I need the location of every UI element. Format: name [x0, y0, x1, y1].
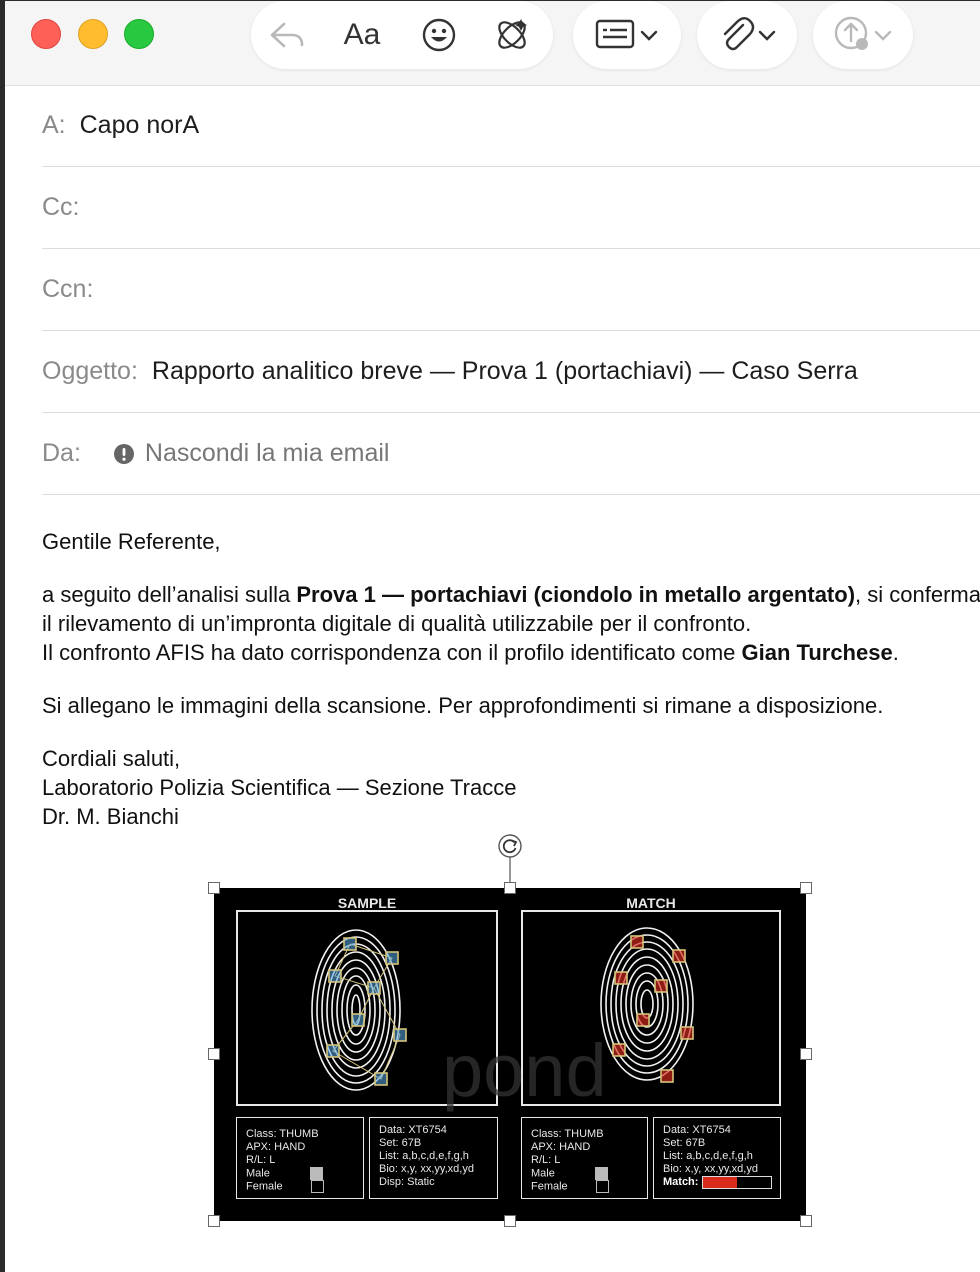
cc-label: Cc:: [42, 193, 80, 221]
paragraph-3: Si allegano le immagini della scansione.…: [42, 693, 884, 718]
header-fields-group: [573, 1, 681, 69]
minimize-window-button[interactable]: [78, 19, 108, 49]
from-label: Da:: [42, 439, 81, 467]
toolbar: Aa: [5, 1, 980, 86]
resize-handle-right[interactable]: [800, 1048, 812, 1060]
resize-handle-top-right[interactable]: [800, 882, 812, 894]
header-fields-icon: [595, 19, 635, 49]
resize-handle-bottom[interactable]: [504, 1215, 516, 1227]
to-value[interactable]: Capo norA: [79, 111, 200, 139]
message-body[interactable]: Gentile Referente, a seguito dell’analis…: [42, 527, 980, 831]
sample-info-box: Class: THUMB APX: HAND R/L: L Male Femal…: [236, 1117, 364, 1199]
sample-panel: [236, 910, 498, 1106]
signature-line-2: Dr. M. Bianchi: [42, 804, 179, 829]
format-text-icon: Aa: [343, 18, 381, 51]
match-fingerprint: [600, 927, 694, 1083]
cc-field[interactable]: Cc:: [42, 167, 980, 249]
match-bar-fill: [703, 1177, 738, 1188]
send-group: [813, 1, 913, 69]
greeting: Gentile Referente,: [42, 529, 221, 554]
chevron-down-icon: [640, 30, 658, 41]
bcc-label: Ccn:: [42, 275, 94, 303]
match-title: MATCH: [626, 895, 676, 911]
sample-fingerprint: [311, 929, 407, 1091]
attachment-button[interactable]: [697, 9, 797, 61]
resize-handle-top-left[interactable]: [208, 882, 220, 894]
emoji-button[interactable]: [401, 9, 477, 61]
closing: Cordiali saluti,: [42, 746, 181, 771]
match-panel: [521, 910, 781, 1106]
to-field[interactable]: A: Capo norA: [42, 85, 980, 167]
attachment-icon: [723, 17, 755, 51]
info-icon: [113, 443, 134, 464]
match-data-box: Data: XT6754 Set: 67B List: a,b,c,d,e,f,…: [653, 1117, 781, 1199]
header-fields-button[interactable]: [573, 9, 681, 61]
chevron-down-icon: [874, 30, 892, 41]
bcc-field[interactable]: Ccn:: [42, 249, 980, 331]
match-info-box: Class: THUMB APX: HAND R/L: L Male Femal…: [521, 1117, 648, 1199]
close-window-button[interactable]: [31, 19, 61, 49]
resize-handle-left[interactable]: [208, 1048, 220, 1060]
chevron-down-icon: [758, 30, 776, 41]
male-checkbox: [309, 1167, 323, 1180]
paragraph-2: Il confronto AFIS ha dato corrispondenza…: [42, 640, 899, 665]
send-button[interactable]: [813, 9, 913, 61]
reply-button[interactable]: [251, 9, 323, 61]
from-value[interactable]: Nascondi la mia email: [144, 439, 390, 467]
reply-icon: [270, 22, 304, 48]
to-label: A:: [42, 111, 66, 139]
female-checkbox: [310, 1180, 324, 1194]
format-text-button[interactable]: Aa: [323, 9, 401, 61]
attachment-group: [697, 1, 797, 69]
sample-title: SAMPLE: [337, 895, 397, 911]
fingerprint-attachment[interactable]: SAMPLE MATCH: [214, 888, 806, 1221]
subject-value[interactable]: Rapporto analitico breve — Prova 1 (port…: [151, 357, 858, 385]
resize-handle-top[interactable]: [504, 882, 516, 894]
signature-line-1: Laboratorio Polizia Scientifica — Sezion…: [42, 775, 517, 800]
resize-handle-bottom-right[interactable]: [800, 1215, 812, 1227]
format-toolbar-group: Aa: [251, 1, 553, 69]
send-icon: [834, 16, 868, 50]
resize-handle-bottom-left[interactable]: [208, 1215, 220, 1227]
paragraph-1: a seguito dell’analisi sulla Prova 1 — p…: [42, 582, 980, 636]
sample-data-box: Data: XT6754 Set: 67B List: a,b,c,d,e,f,…: [369, 1117, 498, 1199]
from-field[interactable]: Da: Nascondi la mia email: [42, 413, 980, 495]
female-checkbox: [595, 1180, 609, 1194]
writing-tools-icon: [498, 19, 527, 49]
writing-tools-button[interactable]: [477, 9, 547, 61]
emoji-icon: [422, 18, 456, 52]
match-bar: [702, 1176, 772, 1189]
subject-label: Oggetto:: [42, 357, 138, 385]
rotate-handle[interactable]: [497, 833, 523, 889]
watermark: pond: [442, 1029, 607, 1112]
subject-field[interactable]: Oggetto: Rapporto analitico breve — Prov…: [42, 331, 980, 413]
maximize-window-button[interactable]: [124, 19, 154, 49]
male-checkbox: [594, 1167, 608, 1180]
